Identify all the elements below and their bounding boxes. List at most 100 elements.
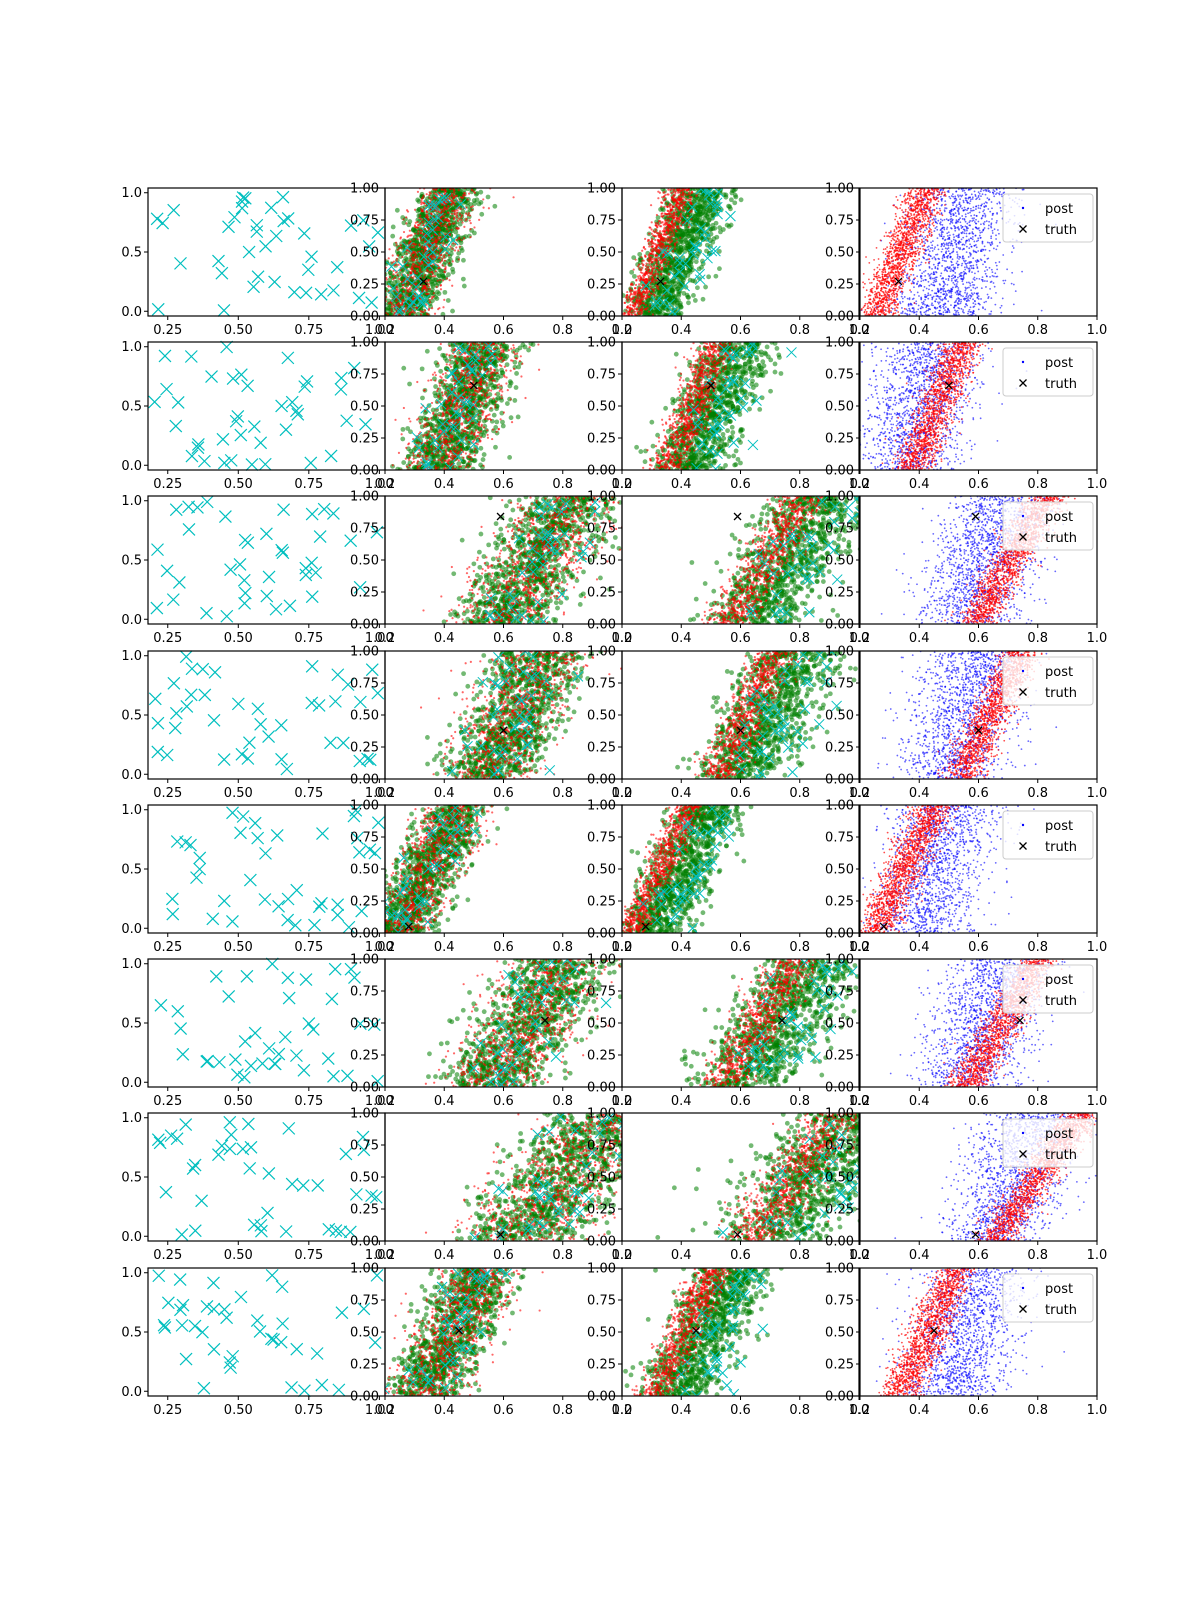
post-sample — [983, 270, 986, 273]
post-sample — [919, 311, 922, 314]
post-sample — [954, 229, 957, 232]
post-sample — [944, 302, 946, 305]
post-sample — [971, 198, 974, 200]
post-sample — [939, 234, 941, 237]
red-sample — [629, 303, 632, 307]
red-sample — [679, 219, 682, 222]
post-sample — [961, 190, 964, 192]
red-sample — [636, 265, 640, 268]
red-sample — [658, 250, 661, 253]
post-sample — [922, 240, 925, 243]
red-sample — [678, 209, 681, 212]
red-sample — [428, 193, 431, 197]
red-sample — [662, 239, 665, 242]
posterior-sample — [655, 307, 661, 313]
red-sample — [450, 203, 453, 206]
red-sample — [419, 214, 422, 217]
post-sample — [931, 247, 934, 249]
red-sample — [435, 285, 438, 288]
red-sample — [449, 245, 452, 248]
post-sample — [980, 250, 983, 252]
post-sample — [957, 195, 960, 198]
post-sample — [918, 264, 920, 267]
post-sample — [972, 298, 974, 301]
red-sample — [456, 209, 459, 212]
red-sample — [420, 201, 423, 204]
red-sample — [459, 208, 462, 211]
posterior-sample — [696, 266, 702, 272]
post-sample — [966, 266, 968, 269]
red-sample — [407, 281, 410, 284]
red-sample — [418, 243, 421, 246]
red-sample — [663, 226, 666, 229]
post-sample — [939, 283, 942, 286]
post-sample — [991, 214, 994, 217]
red-sample — [657, 219, 661, 223]
post-sample — [948, 195, 951, 198]
observation-marker — [640, 280, 652, 291]
post-sample — [940, 212, 943, 214]
post-sample — [942, 290, 945, 293]
post-sample — [967, 312, 969, 315]
red-sample — [412, 245, 415, 249]
post-sample — [995, 248, 998, 251]
red-sample — [655, 258, 658, 261]
post-sample — [956, 309, 959, 312]
posterior-sample — [711, 236, 717, 242]
red-sample — [660, 205, 663, 208]
red-sample — [435, 238, 438, 242]
red-sample — [679, 236, 682, 239]
post-sample — [940, 250, 943, 253]
post-sample — [934, 300, 936, 302]
post-sample — [913, 311, 916, 314]
red-sample — [635, 292, 638, 295]
red-sample — [668, 239, 671, 242]
post-sample — [935, 207, 938, 210]
post-sample — [947, 250, 950, 253]
posterior-sample — [450, 269, 456, 275]
red-sample — [385, 276, 388, 280]
observation-marker — [440, 192, 452, 204]
post-sample — [983, 223, 985, 226]
post-sample — [968, 270, 971, 273]
post-sample — [930, 304, 933, 306]
post-sample — [921, 272, 924, 275]
red-sample — [667, 235, 670, 238]
red-sample — [687, 207, 690, 210]
post-sample — [998, 261, 1001, 263]
red-sample — [672, 190, 675, 193]
post-sample — [907, 304, 910, 307]
red-sample — [642, 259, 645, 262]
red-sample — [415, 282, 418, 285]
posterior-sample — [435, 289, 440, 295]
posterior-sample — [686, 218, 691, 224]
posterior-sample — [718, 207, 724, 213]
observation-marker — [699, 188, 711, 196]
post-sample — [964, 268, 967, 271]
posterior-sample — [453, 229, 459, 235]
red-sample — [656, 226, 659, 229]
posterior-sample — [685, 273, 691, 278]
red-sample — [452, 190, 455, 194]
red-sample — [633, 310, 637, 313]
red-sample — [646, 266, 649, 270]
red-sample — [671, 213, 674, 216]
post-sample — [969, 297, 972, 300]
red-sample — [432, 241, 435, 244]
red-sample — [444, 190, 447, 193]
red-sample — [669, 240, 672, 243]
posterior-sample — [457, 221, 463, 227]
post-sample — [929, 294, 932, 296]
post-sample — [928, 266, 931, 269]
posterior-sample — [648, 296, 654, 302]
post-sample — [917, 245, 919, 248]
observation-marker — [251, 270, 265, 284]
red-sample — [644, 237, 647, 240]
post-sample — [972, 228, 974, 231]
observation-marker — [215, 266, 229, 280]
red-sample — [688, 210, 692, 214]
post-sample — [899, 302, 902, 305]
red-sample — [657, 256, 660, 260]
posterior-sample — [492, 203, 498, 209]
post-sample — [971, 293, 974, 296]
